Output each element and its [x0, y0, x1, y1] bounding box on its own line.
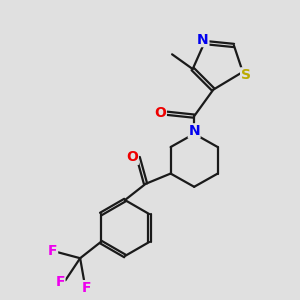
Text: O: O	[126, 150, 138, 164]
Text: N: N	[188, 124, 200, 138]
Text: N: N	[197, 33, 209, 46]
Text: F: F	[81, 281, 91, 295]
Text: S: S	[241, 68, 251, 82]
Text: F: F	[56, 275, 65, 289]
Text: F: F	[48, 244, 58, 258]
Text: O: O	[154, 106, 166, 120]
